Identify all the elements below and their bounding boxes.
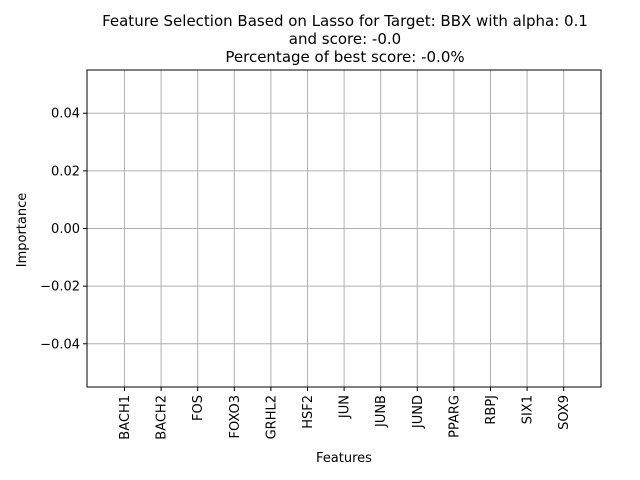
y-axis: −0.04 −0.02 0.00 0.02 0.04 — [40, 107, 87, 352]
chart-title-line-3: Percentage of best score: -0.0% — [225, 48, 465, 66]
x-tick-label: PPARG — [447, 395, 462, 438]
y-tick-label: 0.02 — [51, 164, 80, 179]
x-axis: BACH1 BACH2 FOS FOXO3 GRHL2 HSF2 JUN JUNB JUND PP… — [118, 387, 572, 440]
x-tick-label: RBPJ — [484, 395, 499, 425]
x-tick-label: FOXO3 — [228, 395, 243, 438]
grid-lines — [87, 70, 601, 387]
x-tick-label: JUND — [411, 395, 426, 429]
chart-title-line-2: and score: -0.0 — [288, 30, 402, 48]
y-tick-label: −0.02 — [40, 280, 80, 295]
x-tick-label: GRHL2 — [264, 395, 279, 439]
x-tick-label: JUN — [338, 395, 353, 419]
x-tick-label: JUNB — [374, 395, 389, 428]
x-tick-label: BACH2 — [155, 395, 170, 440]
x-axis-label: Features — [316, 451, 372, 466]
x-tick-label: BACH1 — [118, 395, 133, 440]
x-tick-label: SIX1 — [521, 395, 536, 424]
y-tick-label: 0.04 — [51, 107, 80, 122]
x-tick-label: HSF2 — [301, 395, 316, 429]
y-axis-label: Importance — [15, 193, 30, 268]
x-tick-label: FOS — [191, 395, 206, 421]
chart-title-line-1: Feature Selection Based on Lasso for Tar… — [102, 12, 588, 30]
y-tick-label: 0.00 — [51, 222, 80, 237]
y-tick-label: −0.04 — [40, 337, 80, 352]
x-tick-label: SOX9 — [557, 395, 572, 430]
